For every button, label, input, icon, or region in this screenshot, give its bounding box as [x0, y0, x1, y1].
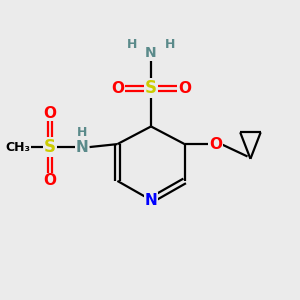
Text: N: N [76, 140, 89, 154]
Text: N: N [145, 193, 158, 208]
Text: O: O [209, 136, 222, 152]
Text: S: S [145, 79, 157, 97]
Text: O: O [44, 106, 57, 121]
Text: O: O [111, 81, 124, 96]
Text: S: S [44, 138, 56, 156]
Text: CH₃: CH₃ [5, 141, 31, 154]
Text: H: H [77, 126, 88, 139]
Text: O: O [44, 173, 57, 188]
Text: N: N [145, 46, 157, 60]
Text: H: H [127, 38, 137, 50]
Text: H: H [165, 38, 175, 50]
Text: O: O [178, 81, 191, 96]
